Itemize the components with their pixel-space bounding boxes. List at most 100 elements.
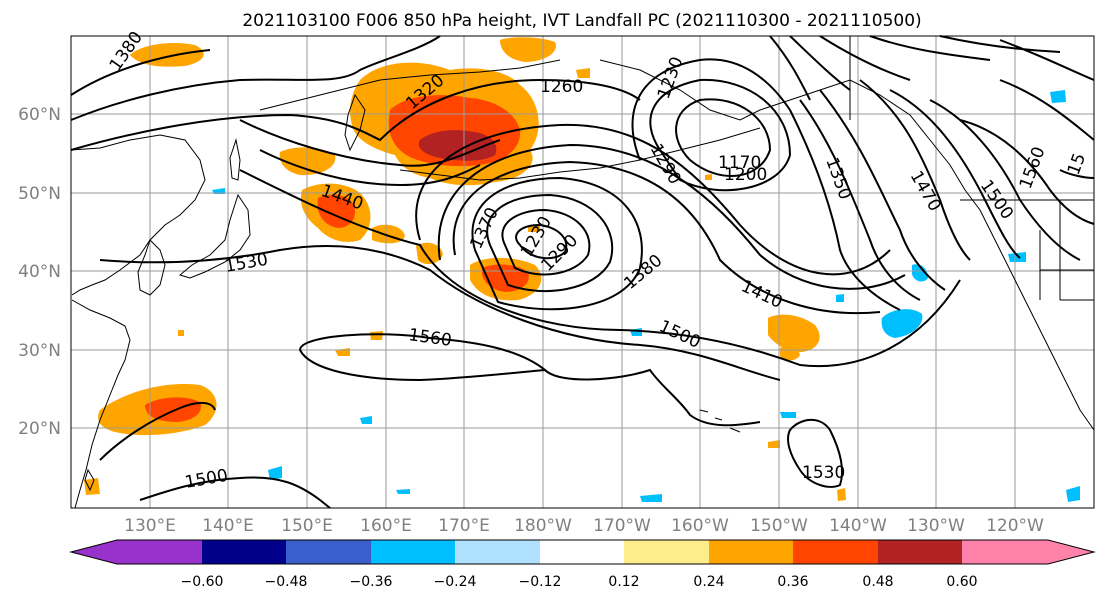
longitude-tick-label: 150°E (281, 516, 333, 536)
ivt-positive-region (705, 174, 712, 180)
latitude-tick-label: 40°N (18, 262, 61, 282)
ivt-positive-region (837, 488, 846, 501)
us-states-border (1039, 200, 1094, 301)
height-contour (959, 119, 1095, 225)
height-contour (299, 349, 546, 382)
contour-label: 1200 (724, 165, 767, 185)
colorbar-tick-label: 0.48 (862, 574, 893, 590)
ivt-positive-region (576, 68, 590, 78)
ivt-positive-region (768, 440, 780, 448)
height-contour (486, 193, 614, 293)
ivt-negative-region (780, 412, 796, 418)
kamchatka-coastline (344, 93, 366, 152)
height-contour (70, 49, 211, 96)
ivt-strong-region (145, 397, 201, 422)
height-contour (859, 79, 971, 261)
colorbar-outline (69, 539, 1096, 565)
colorbar-segment (793, 540, 878, 564)
height-contour (70, 35, 441, 121)
hawaii-islands (699, 409, 741, 433)
height-contour (415, 123, 891, 276)
height-contour (239, 169, 961, 367)
coastlines (70, 36, 1095, 509)
longitude-tick-label: 140°W (829, 516, 887, 536)
height-contour (649, 78, 792, 192)
siberia-coastline (259, 59, 561, 111)
japan-coastline (178, 193, 251, 279)
height-contour (259, 149, 481, 187)
colorbar-segment (540, 540, 624, 564)
longitude-tick-label: 180°W (514, 516, 572, 536)
ivt-positive-region (84, 478, 100, 495)
height-contour (299, 333, 761, 427)
map-frame (70, 35, 1095, 509)
ivt-fill-layer (84, 37, 1080, 502)
latitude-tick-label: 60°N (18, 105, 61, 125)
figure-title: 2021103100 F006 850 hPa height, IVT Land… (242, 11, 921, 31)
longitude-tick-label: 160°W (671, 516, 729, 536)
colorbar: −0.60 −0.48 −0.36 −0.24 −0.12 0.12 0.24 … (69, 539, 1096, 590)
colorbar-segment (709, 540, 793, 564)
colorbar-segment (202, 540, 286, 564)
height-contour (515, 223, 568, 260)
colorbar-tick-label: −0.60 (181, 574, 224, 590)
height-contour (799, 99, 921, 301)
colorbar-tick-label: 0.24 (693, 574, 724, 590)
ivt-negative-region (1066, 486, 1080, 502)
height-contour (787, 418, 843, 488)
longitude-tick-label: 170°E (438, 516, 490, 536)
ivt-negative-region (1008, 252, 1026, 262)
height-contour (501, 208, 591, 276)
height-contour (819, 89, 946, 291)
longitude-tick-label: 130°E (124, 516, 176, 536)
ivt-negative-region (640, 494, 662, 502)
latitude-tick-label: 30°N (18, 341, 61, 361)
ivt-negative-region (912, 264, 928, 282)
height-contour (675, 98, 772, 177)
latitude-tick-label: 50°N (18, 184, 61, 204)
colorbar-segment (878, 540, 962, 564)
height-contour (631, 58, 791, 161)
colorbar-tick-label: 0.60 (946, 574, 977, 590)
colorbar-tick-label: −0.24 (434, 574, 477, 590)
colorbar-segment (371, 540, 455, 564)
ivt-negative-region (836, 294, 844, 302)
height-contour (999, 79, 1095, 141)
asia-coastline (70, 134, 206, 296)
sakhalin-coastline (229, 138, 241, 181)
longitude-tick-label: 170°W (593, 516, 651, 536)
height-contour (471, 176, 643, 311)
korea-coastline (137, 239, 166, 296)
longitude-tick-label: 150°W (750, 516, 808, 536)
ivt-positive-region (370, 331, 383, 340)
asia-coastline (71, 299, 131, 509)
ivt-negative-region (268, 466, 282, 480)
colorbar-segments (69, 539, 1096, 565)
north-america-coastline (964, 189, 1095, 431)
colorbar-tick-label: −0.48 (265, 574, 308, 590)
alaska-coastline (599, 59, 966, 191)
colorbar-tick-label: −0.12 (519, 574, 562, 590)
height-contour (789, 109, 901, 311)
height-contour (1059, 169, 1095, 179)
taiwan-coastline (84, 468, 95, 492)
contour-label: 1530 (802, 463, 845, 483)
longitude-tick-label: 140°E (202, 516, 254, 536)
longitude-tick-label: 120°W (986, 516, 1044, 536)
latitude-axis: 60°N 50°N 40°N 30°N 20°N (18, 105, 61, 439)
longitude-tick-label: 130°W (907, 516, 965, 536)
ivt-positive-region (500, 37, 556, 62)
ivt-negative-region (360, 416, 372, 424)
latitude-tick-label: 20°N (18, 419, 61, 439)
contour-label: 1170 (718, 153, 761, 173)
colorbar-segment (286, 540, 371, 564)
height-contour (239, 119, 501, 167)
colorbar-tick-label: 0.36 (777, 574, 808, 590)
colorbar-segment (624, 540, 709, 564)
colorbar-tick-label: 0.12 (608, 574, 639, 590)
height-contour (769, 35, 1095, 101)
height-contour (99, 245, 781, 381)
ivt-negative-region (1050, 90, 1066, 103)
aleutian-islands (399, 127, 761, 181)
ivt-negative-region (881, 309, 923, 338)
